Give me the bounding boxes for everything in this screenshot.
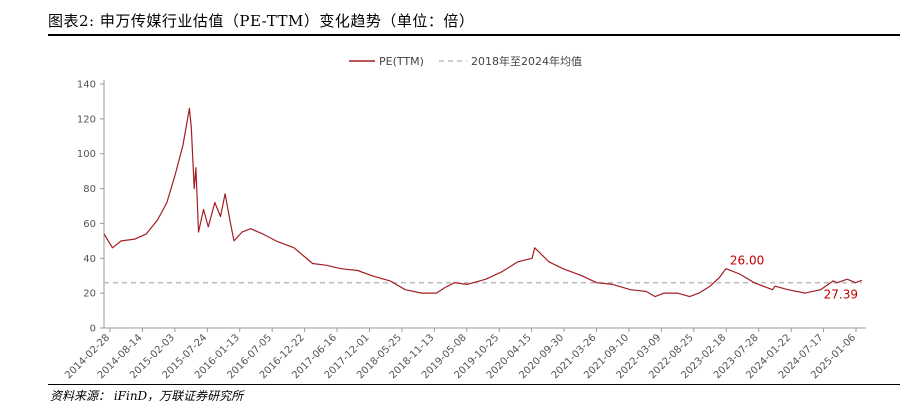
legend-average-label: 2018年至2024年均值	[471, 54, 582, 68]
source-footer: 资料来源： iFinD，万联证券研究所	[48, 384, 900, 403]
y-tick-label: 120	[77, 114, 96, 125]
y-tick-label: 40	[83, 254, 96, 265]
figure-title-bar: 图表2: 申万传媒行业估值（PE-TTM）变化趋势（单位：倍）	[48, 8, 900, 36]
annotation-average-value: 26.00	[730, 254, 764, 268]
pe-ttm-line-chart: 0204060801001201402014-02-282014-08-1420…	[63, 54, 866, 380]
legend-pe-label: PE(TTM)	[379, 55, 424, 68]
y-tick-label: 140	[77, 80, 96, 91]
y-tick-label: 100	[77, 149, 96, 160]
y-tick-label: 80	[83, 184, 96, 195]
y-tick-label: 20	[83, 289, 96, 300]
y-tick-label: 60	[83, 219, 96, 230]
pe-ttm-series-line	[103, 107, 863, 298]
y-tick-label: 0	[90, 324, 96, 335]
annotation-latest-value: 27.39	[824, 287, 858, 301]
figure-title: 图表2: 申万传媒行业估值（PE-TTM）变化趋势（单位：倍）	[48, 12, 475, 30]
source-note: 资料来源： iFinD，万联证券研究所	[50, 389, 244, 403]
